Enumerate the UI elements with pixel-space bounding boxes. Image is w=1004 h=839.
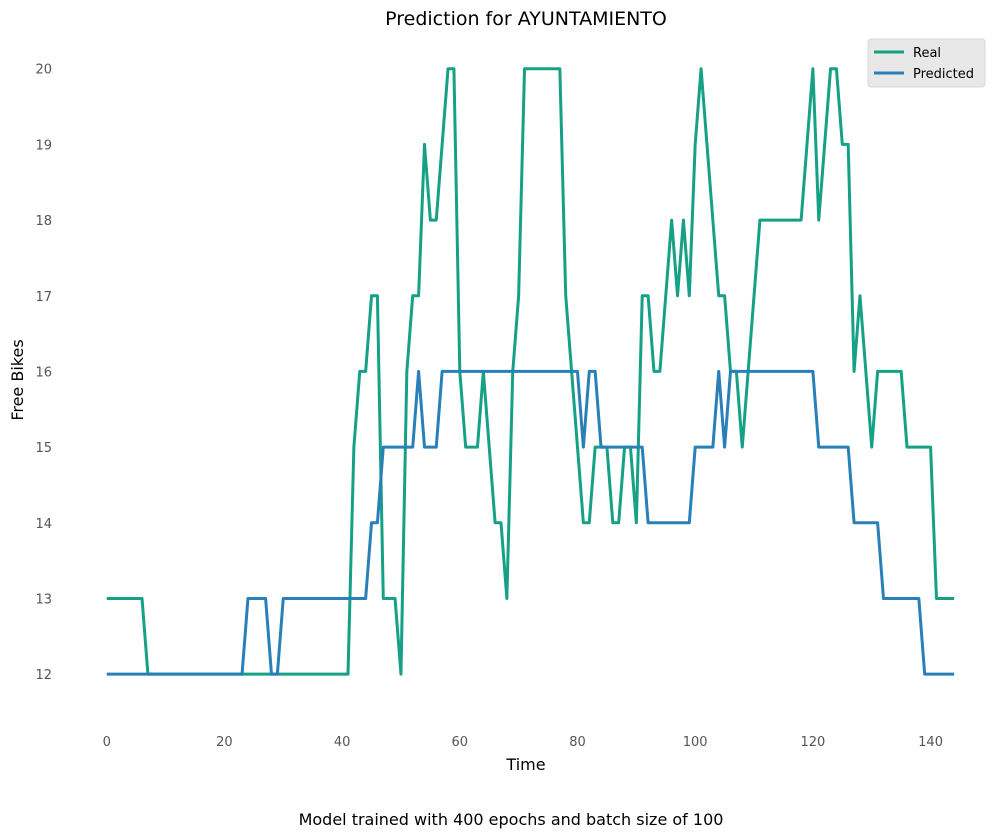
y-tick-label: 12 — [35, 668, 52, 683]
series-line-real — [106, 67, 955, 676]
x-tick-label: 120 — [800, 735, 825, 750]
plot-area — [106, 67, 955, 676]
y-tick-label: 15 — [35, 441, 52, 456]
y-tick-label: 14 — [35, 517, 52, 532]
legend-label-predicted: Predicted — [913, 67, 974, 82]
x-tick-label: 100 — [683, 735, 708, 750]
x-tick-label: 40 — [334, 735, 351, 750]
y-axis-ticks: 12 13 14 15 16 17 18 19 20 — [35, 63, 52, 683]
y-tick-label: 20 — [35, 63, 52, 78]
x-tick-label: 0 — [103, 735, 111, 750]
legend-label-real: Real — [913, 46, 941, 61]
x-tick-label: 20 — [216, 735, 233, 750]
x-axis-label: Time — [505, 755, 545, 774]
x-tick-label: 80 — [569, 735, 586, 750]
x-tick-label: 60 — [452, 735, 469, 750]
series-line-predicted — [106, 369, 955, 676]
legend: Real Predicted — [867, 38, 986, 88]
x-axis-ticks: 0 20 40 60 80 100 120 140 — [103, 735, 943, 750]
y-tick-label: 17 — [35, 290, 52, 305]
chart-caption: Model trained with 400 epochs and batch … — [299, 810, 724, 829]
y-tick-label: 18 — [35, 214, 52, 229]
y-tick-label: 13 — [35, 592, 52, 607]
chart-title: Prediction for AYUNTAMIENTO — [385, 8, 667, 30]
y-axis-label: Free Bikes — [8, 339, 27, 420]
x-tick-label: 140 — [918, 735, 943, 750]
y-tick-label: 19 — [35, 138, 52, 153]
y-tick-label: 16 — [35, 365, 52, 380]
